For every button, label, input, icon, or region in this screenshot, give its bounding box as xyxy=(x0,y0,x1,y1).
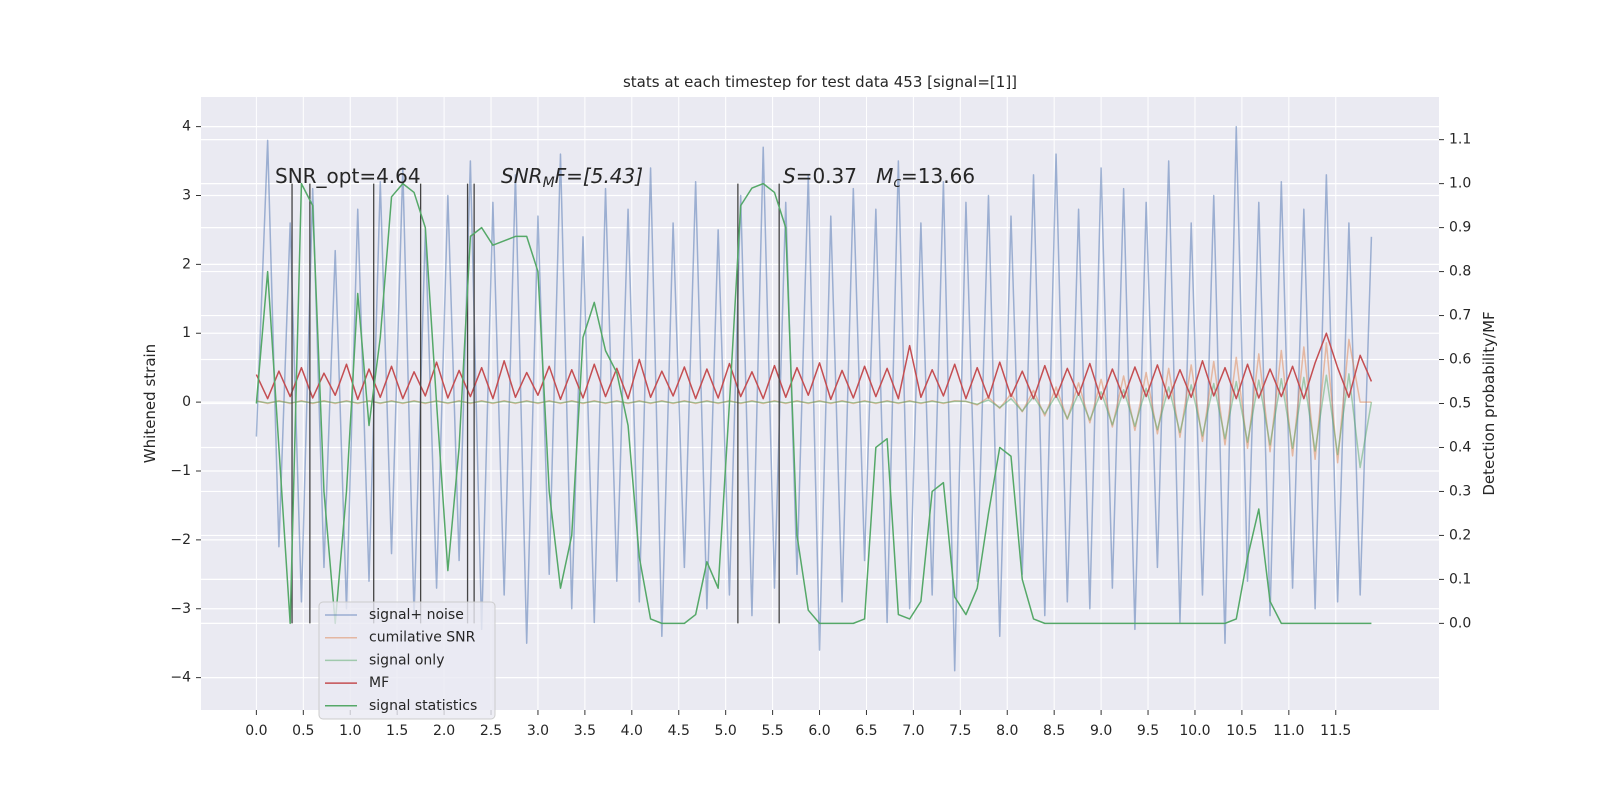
legend-label: signal only xyxy=(369,652,444,668)
x-tick-label: 3.0 xyxy=(527,723,549,739)
annotation-part: =0.37 xyxy=(796,164,876,188)
x-tick-label: 11.0 xyxy=(1273,723,1304,739)
annotation: S=0.37 Mc=13.66 xyxy=(783,164,975,192)
y-tick-label: −2 xyxy=(170,532,191,548)
x-tick-label: 10.0 xyxy=(1179,723,1210,739)
chart-title: stats at each timestep for test data 453… xyxy=(623,73,1017,91)
y-axis-label: Whitened strain xyxy=(141,344,159,463)
x-tick-label: 4.0 xyxy=(621,723,643,739)
series-line xyxy=(255,125,1373,672)
x-tick-label: 7.5 xyxy=(949,723,971,739)
legend-label: MF xyxy=(369,675,389,691)
annotation-part: SNR_opt=4.64 xyxy=(275,164,421,188)
x-tick-label: 4.5 xyxy=(668,723,690,739)
annotation-part: =13.66 xyxy=(901,164,975,188)
annotation-part: F=[5.43] xyxy=(555,164,643,188)
y2-tick-label: 0.3 xyxy=(1449,483,1471,499)
y-tick-label: 3 xyxy=(182,187,191,203)
legend-label: signal+ noise xyxy=(369,607,464,623)
x-tick-label: 8.5 xyxy=(1043,723,1065,739)
legend-label: signal statistics xyxy=(369,698,477,714)
x-tick-label: 2.0 xyxy=(433,723,455,739)
legend-label: cumilative SNR xyxy=(369,630,476,646)
x-tick-label: 1.5 xyxy=(386,723,408,739)
y-tick-label: 1 xyxy=(182,325,191,341)
x-tick-label: 5.5 xyxy=(761,723,783,739)
x-tick-label: 6.0 xyxy=(808,723,830,739)
annotation-part: c xyxy=(893,175,901,191)
annotation-part: M xyxy=(543,175,555,191)
x-tick-label: 7.0 xyxy=(902,723,924,739)
y2-tick-label: 1.0 xyxy=(1449,176,1471,192)
series-line xyxy=(256,373,1373,469)
y-tick-label: 4 xyxy=(182,119,191,135)
annotation-part: M xyxy=(876,164,893,188)
annotation-part: SNR xyxy=(501,164,543,188)
y2-tick-label: 0.4 xyxy=(1449,439,1471,455)
x-tick-label: 9.0 xyxy=(1090,723,1112,739)
y2-tick-label: 0.6 xyxy=(1449,352,1471,368)
x-tick-label: 10.5 xyxy=(1226,723,1257,739)
y2-tick-label: 0.1 xyxy=(1449,571,1471,587)
x-tick-label: 5.0 xyxy=(715,723,737,739)
series-line xyxy=(255,332,1373,401)
x-tick-label: 0.5 xyxy=(292,723,314,739)
y2-tick-label: 0.9 xyxy=(1449,220,1471,236)
y2-tick-label: 0.7 xyxy=(1449,308,1471,324)
y-tick-label: −4 xyxy=(170,670,191,686)
x-tick-label: 6.5 xyxy=(855,723,877,739)
series-line xyxy=(255,182,1372,625)
y-tick-label: −1 xyxy=(170,463,191,479)
annotation: SNR_opt=4.64 xyxy=(275,164,421,188)
x-tick-label: 8.0 xyxy=(996,723,1018,739)
y-tick-label: −3 xyxy=(170,601,191,617)
y2-tick-label: 0.0 xyxy=(1449,615,1471,631)
y2-axis-label: Detection probability/MF xyxy=(1480,311,1498,495)
y2-tick-label: 0.8 xyxy=(1449,264,1471,280)
x-tick-label: 0.0 xyxy=(245,723,267,739)
x-tick-label: 3.5 xyxy=(574,723,596,739)
x-tick-label: 1.0 xyxy=(339,723,361,739)
x-tick-label: 2.5 xyxy=(480,723,502,739)
x-tick-label: 11.5 xyxy=(1320,723,1351,739)
y2-tick-label: 0.5 xyxy=(1449,396,1471,412)
y-tick-label: 2 xyxy=(182,256,191,272)
y2-tick-label: 0.2 xyxy=(1449,527,1471,543)
x-tick-label: 9.5 xyxy=(1137,723,1159,739)
y-tick-label: 0 xyxy=(182,394,191,410)
legend-box xyxy=(318,601,496,720)
annotation: SNRMF=[5.43] xyxy=(501,164,643,192)
annotation-part: S xyxy=(783,164,796,188)
y2-tick-label: 1.1 xyxy=(1449,132,1471,148)
